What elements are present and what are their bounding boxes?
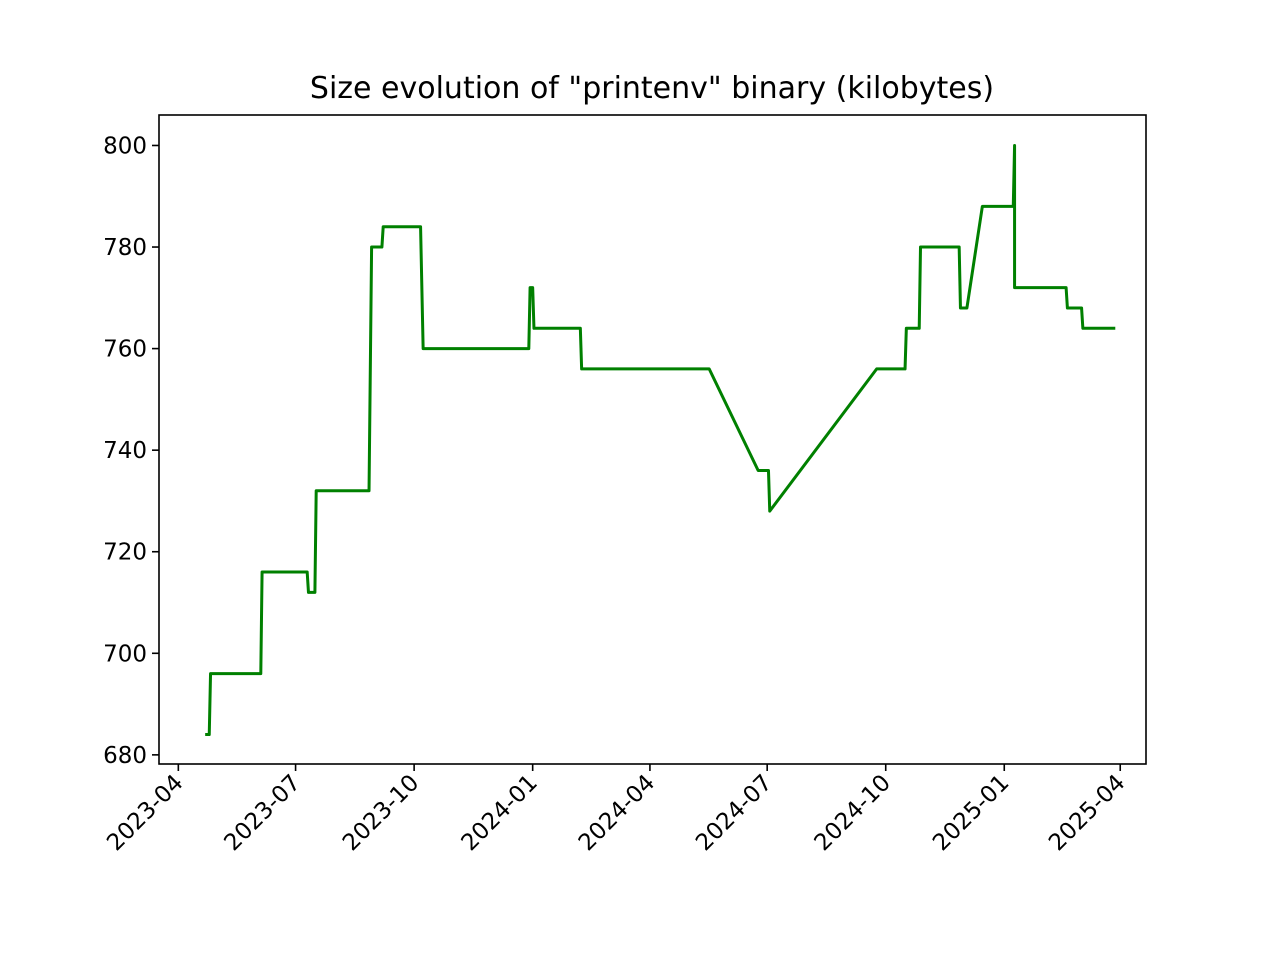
y-tick-label: 720 xyxy=(103,540,147,566)
series-line xyxy=(205,143,1116,737)
plot-frame xyxy=(158,114,1147,765)
chart-title: Size evolution of "printenv" binary (kil… xyxy=(310,71,994,106)
y-tick-label: 700 xyxy=(103,641,147,667)
y-tick-label: 800 xyxy=(103,133,147,159)
y-tick-label: 760 xyxy=(103,337,147,363)
y-axis: 680 700 720 740 760 780 800 xyxy=(103,133,159,769)
series-layer xyxy=(205,143,1116,737)
y-tick-label: 740 xyxy=(103,438,147,464)
y-tick-label: 680 xyxy=(103,743,147,769)
y-tick-label: 780 xyxy=(103,235,147,261)
